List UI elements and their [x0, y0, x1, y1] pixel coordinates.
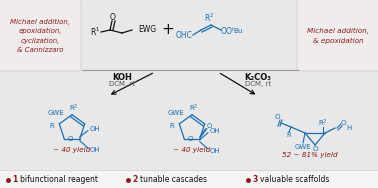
Text: Michael addition,
epoxidation,
cyclization,
& Cannizzaro: Michael addition, epoxidation, cyclizati…	[10, 18, 70, 54]
Text: +: +	[162, 23, 174, 37]
Text: OH: OH	[210, 148, 220, 154]
FancyBboxPatch shape	[0, 0, 81, 71]
Text: bifunctional reagent: bifunctional reagent	[20, 176, 98, 184]
FancyArrowPatch shape	[112, 73, 153, 94]
Text: R$^2$: R$^2$	[189, 102, 199, 114]
Text: tunable cascades: tunable cascades	[140, 176, 207, 184]
Text: $^t$Bu: $^t$Bu	[231, 26, 244, 36]
Text: R$^2$: R$^2$	[318, 117, 328, 129]
Text: R: R	[170, 123, 174, 129]
Text: O: O	[340, 120, 346, 126]
Text: 52 ~ 81% yield: 52 ~ 81% yield	[282, 152, 338, 158]
Text: KOH: KOH	[112, 73, 132, 82]
FancyBboxPatch shape	[297, 0, 378, 71]
Text: GWE: GWE	[295, 144, 311, 150]
Text: DCM, rt: DCM, rt	[245, 81, 271, 87]
Text: O: O	[110, 14, 116, 23]
Text: R: R	[50, 123, 54, 129]
Text: R: R	[287, 132, 291, 138]
Text: R$^2$: R$^2$	[204, 12, 214, 24]
Text: OHC: OHC	[176, 32, 193, 40]
Bar	[0, 170, 378, 188]
Text: 1: 1	[13, 176, 21, 184]
Text: O: O	[221, 27, 227, 36]
Text: H: H	[346, 125, 352, 131]
Text: DCM, rt: DCM, rt	[109, 81, 135, 87]
Text: O: O	[67, 136, 73, 142]
FancyArrowPatch shape	[220, 74, 254, 94]
Text: OH: OH	[210, 128, 220, 134]
Text: OH: OH	[90, 126, 101, 132]
Text: O: O	[206, 123, 212, 129]
Text: valuable scaffolds: valuable scaffolds	[260, 176, 329, 184]
Text: R$^1$: R$^1$	[90, 26, 100, 38]
Text: GWE: GWE	[167, 110, 184, 116]
Text: GWE: GWE	[47, 110, 64, 116]
Text: O: O	[312, 146, 318, 152]
Text: 2: 2	[133, 176, 141, 184]
Text: ~ 40 yield: ~ 40 yield	[174, 147, 211, 153]
Text: K₂CO₃: K₂CO₃	[245, 73, 271, 82]
Text: R$^2$: R$^2$	[69, 102, 79, 114]
Text: O: O	[187, 136, 193, 142]
Text: EWG: EWG	[138, 26, 156, 35]
Text: Michael addition,
& epoxidation: Michael addition, & epoxidation	[307, 28, 369, 44]
Text: ~ 40 yield: ~ 40 yield	[53, 147, 91, 153]
Text: O: O	[274, 114, 280, 120]
Text: O: O	[226, 27, 232, 36]
Text: 3: 3	[253, 176, 261, 184]
Text: OH: OH	[90, 147, 101, 153]
